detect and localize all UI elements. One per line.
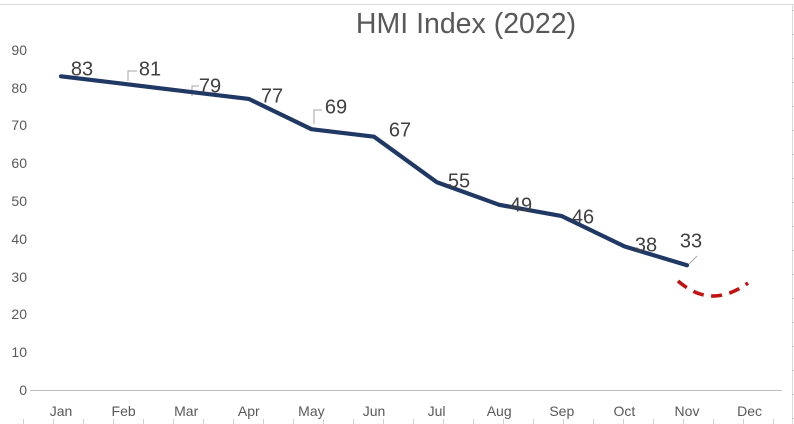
data-label: 81: [138, 58, 162, 81]
data-label: 79: [198, 75, 222, 98]
x-tick-label-sep: Sep: [549, 403, 575, 419]
data-label: 69: [324, 96, 348, 119]
chart-title: HMI Index (2022): [355, 8, 577, 40]
y-tick-label: 80: [11, 79, 27, 96]
data-label: 83: [70, 58, 94, 81]
data-label: 55: [447, 170, 471, 193]
annotation-dashed-curve: [676, 279, 750, 298]
y-tick-label: 70: [11, 117, 27, 134]
data-label: 67: [388, 119, 412, 142]
worksheet-row-gridline-stubs: [792, 10, 794, 424]
worksheet-gridline-top: [0, 4, 794, 5]
x-tick-label-dec: Dec: [737, 403, 763, 419]
data-label: 33: [679, 230, 703, 253]
data-label: 77: [260, 85, 284, 108]
x-tick-label-nov: Nov: [674, 403, 700, 419]
y-tick-label: 20: [11, 306, 27, 323]
data-label: 49: [509, 194, 533, 217]
x-tick-label-apr: Apr: [237, 403, 260, 419]
y-tick-label: 60: [11, 155, 27, 172]
worksheet-column-gridline-stubs: [0, 419, 794, 424]
x-tick-label-jun: Jun: [362, 403, 386, 419]
x-tick-label-jan: Jan: [49, 403, 73, 419]
y-tick-label: 10: [11, 344, 27, 361]
data-label: 46: [571, 206, 595, 229]
series-line: [58, 74, 690, 268]
y-tick-label: 30: [11, 268, 27, 285]
x-tick-label-aug: Aug: [486, 403, 512, 419]
data-label-leader-line: [127, 70, 137, 81]
data-label: 38: [634, 234, 658, 257]
y-tick-label: 40: [11, 230, 27, 247]
data-label-leader-line: [313, 109, 322, 124]
y-tick-label: 0: [19, 382, 27, 398]
x-tick-label-jul: Jul: [427, 403, 446, 419]
x-tick-label-feb: Feb: [111, 403, 136, 419]
data-label-leader-line: [688, 255, 698, 265]
y-tick-label: 90: [11, 41, 27, 58]
x-tick-label-oct: Oct: [613, 403, 636, 419]
x-tick-label-may: May: [298, 403, 325, 419]
x-tick-label-mar: Mar: [174, 403, 199, 419]
y-tick-label: 50: [11, 193, 27, 209]
